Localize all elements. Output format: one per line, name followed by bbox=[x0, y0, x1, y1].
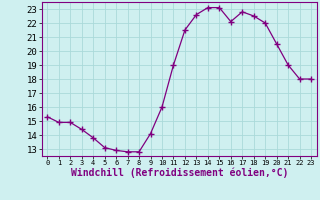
X-axis label: Windchill (Refroidissement éolien,°C): Windchill (Refroidissement éolien,°C) bbox=[70, 168, 288, 178]
